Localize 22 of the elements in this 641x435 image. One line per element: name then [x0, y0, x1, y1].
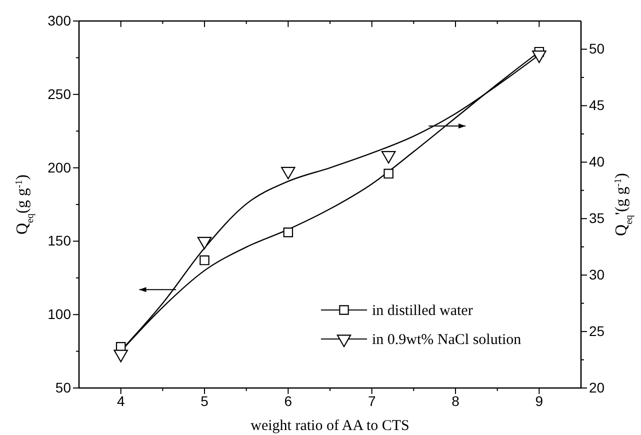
x-tick-label: 9: [535, 392, 544, 409]
y2-tick-label: 40: [589, 154, 605, 170]
x-tick-label: 8: [452, 392, 460, 409]
x-tick-label: 6: [284, 392, 292, 409]
y-tick-label: 100: [48, 306, 72, 322]
x-axis-title: weight ratio of AA to CTS: [250, 418, 410, 434]
y-tick-label: 300: [48, 12, 72, 28]
y-tick-label: 250: [48, 86, 72, 102]
legend-label: in 0.9wt% NaCl solution: [372, 332, 522, 348]
y2-tick-label: 50: [589, 40, 605, 57]
y2-tick-label: 45: [589, 97, 605, 114]
y2-tick-label: 30: [589, 266, 605, 283]
x-tick-label: 5: [200, 392, 209, 409]
x-tick-label: 7: [368, 392, 376, 409]
y2-tick-label: 35: [589, 210, 605, 226]
x-tick-label: 4: [116, 392, 125, 409]
y-tick-label: 150: [48, 232, 72, 249]
y2-tick-label: 20: [589, 379, 605, 396]
y2-tick-label: 25: [589, 323, 605, 340]
y-tick-label: 200: [48, 159, 72, 176]
legend-label: in distilled water: [372, 303, 473, 319]
y-tick-label: 50: [55, 379, 72, 396]
